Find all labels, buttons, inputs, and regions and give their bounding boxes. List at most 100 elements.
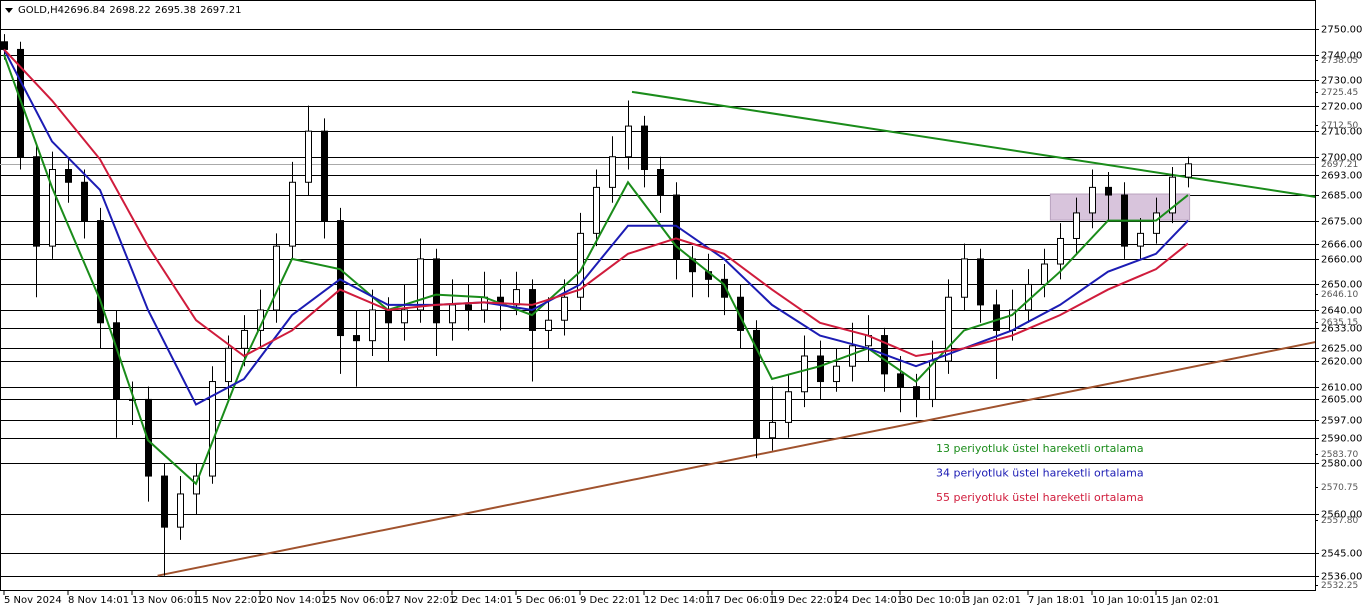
candle-body: [513, 289, 520, 306]
candle-body: [337, 220, 344, 337]
candle-body: [1041, 263, 1048, 285]
level-label: 2620.00: [1321, 357, 1362, 368]
level-label: 2710.00: [1321, 127, 1362, 138]
level-label-box: [1319, 381, 1362, 394]
candle-body: [609, 156, 616, 188]
level-label-box: [1319, 355, 1362, 368]
level-label: 2633.00: [1321, 324, 1362, 335]
candle-body: [977, 258, 984, 306]
x-tick-label: 17 Dec 06:01: [708, 595, 775, 606]
x-tick-label: 13 Nov 06:01: [132, 595, 199, 606]
candle-body: [785, 391, 792, 423]
ohlc-value: 2695.38: [155, 5, 196, 16]
y-tick-label: 2738.05: [1321, 56, 1358, 66]
level-label-box: [1319, 322, 1362, 335]
current-price-label: 2697.21: [1321, 160, 1358, 170]
level-label-box: [1319, 547, 1362, 560]
candle-body: [961, 258, 968, 298]
ema-line: [3, 48, 1189, 406]
candle-body: [641, 125, 648, 171]
level-label: 2660.00: [1321, 255, 1362, 266]
candle-body: [129, 398, 136, 401]
level-label: 2605.00: [1321, 395, 1362, 406]
level-label-box: [1319, 432, 1362, 445]
level-label-box: [1319, 304, 1362, 317]
menu-arrow[interactable]: [5, 8, 13, 13]
level-label-box: [1319, 100, 1362, 113]
level-label: 2730.00: [1321, 76, 1362, 87]
legend-entry: 34 periyotluk üstel hareketli ortalama: [936, 467, 1144, 480]
level-label: 2750.00: [1321, 25, 1362, 36]
candle-body: [97, 220, 104, 324]
level-label: 2597.00: [1321, 416, 1362, 427]
level-label-box: [1319, 414, 1362, 427]
x-tick-label: 2 Dec 14:01: [452, 595, 513, 606]
x-tick-label: 24 Dec 14:01: [836, 595, 903, 606]
level-label-box: [1319, 49, 1362, 62]
x-tick-label: 5 Nov 2024: [4, 595, 62, 606]
candle-body: [545, 319, 552, 331]
candle-body: [401, 309, 408, 324]
candle-body: [1169, 176, 1176, 214]
trendline: [157, 341, 1315, 577]
x-tick-label: 10 Jan 10:01: [1092, 595, 1155, 606]
candle-body: [433, 258, 440, 324]
candle-body: [593, 186, 600, 234]
candle-body: [1137, 232, 1144, 247]
level-label-box: [1319, 151, 1362, 164]
candle-body: [353, 335, 360, 342]
candle-body: [801, 355, 808, 393]
candle-body: [1073, 212, 1080, 239]
candle-body: [417, 258, 424, 311]
level-label: 2545.00: [1321, 549, 1362, 560]
candle-body: [81, 181, 88, 222]
symbol: GOLD,H4: [18, 5, 64, 16]
level-label: 2640.00: [1321, 306, 1362, 317]
candle-body: [321, 130, 328, 222]
level-label-box: [1319, 253, 1362, 266]
candle-body: [289, 181, 296, 247]
zone: [1049, 193, 1191, 221]
level-label-box: [1319, 457, 1362, 470]
candle-body: [817, 355, 824, 383]
price-axis: 2750.00 2740.00 2730.00 2720.00 2710.00 2700.…: [1315, 23, 1362, 591]
ohlc-value: 2698.22: [109, 5, 150, 16]
level-label-box: [1319, 74, 1362, 87]
candle-body: [1185, 163, 1192, 178]
candle-body: [49, 169, 56, 247]
candle-body: [305, 130, 312, 183]
level-label-box: [1319, 508, 1362, 521]
level-label: 2720.00: [1321, 102, 1362, 113]
candle-body: [945, 296, 952, 362]
candle-body: [737, 296, 744, 331]
x-tick-label: 5 Dec 06:01: [516, 595, 577, 606]
legend-entry: 55 periyotluk üstel hareketli ortalama: [936, 491, 1144, 504]
x-tick-label: 27 Nov 22:01: [388, 595, 455, 606]
ema-line: [3, 54, 1189, 486]
x-tick-label: 12 Dec 14:01: [644, 595, 711, 606]
level-label: 2740.00: [1321, 51, 1362, 62]
level-label: 2700.00: [1321, 153, 1362, 164]
y-tick-label: 2646.10: [1321, 290, 1358, 300]
x-tick-label: 15 Jan 02:01: [1156, 595, 1219, 606]
plot-area: [0, 29, 1315, 577]
level-label-box: [1319, 570, 1362, 583]
y-tick-label: 2725.45: [1321, 88, 1358, 98]
level-label-box: [1319, 278, 1362, 291]
level-label: 2590.00: [1321, 434, 1362, 445]
y-tick-label: 2712.50: [1321, 121, 1358, 131]
level-label: 2693.00: [1321, 171, 1362, 182]
y-tick-label: 2532.25: [1321, 581, 1358, 591]
level-label: 2625.00: [1321, 344, 1362, 355]
candle-body: [369, 309, 376, 342]
level-label: 2650.00: [1321, 280, 1362, 291]
ohlc-value: 2697.21: [200, 5, 241, 16]
candle-body: [657, 169, 664, 196]
x-tick-label: 30 Dec 10:01: [900, 595, 967, 606]
x-tick-label: 20 Nov 14:01: [260, 595, 327, 606]
candle-body: [145, 398, 152, 477]
level-label: 2580.00: [1321, 459, 1362, 470]
candle-body: [177, 493, 184, 528]
x-tick-label: 8 Nov 14:01: [68, 595, 129, 606]
level-label-box: [1319, 23, 1362, 36]
